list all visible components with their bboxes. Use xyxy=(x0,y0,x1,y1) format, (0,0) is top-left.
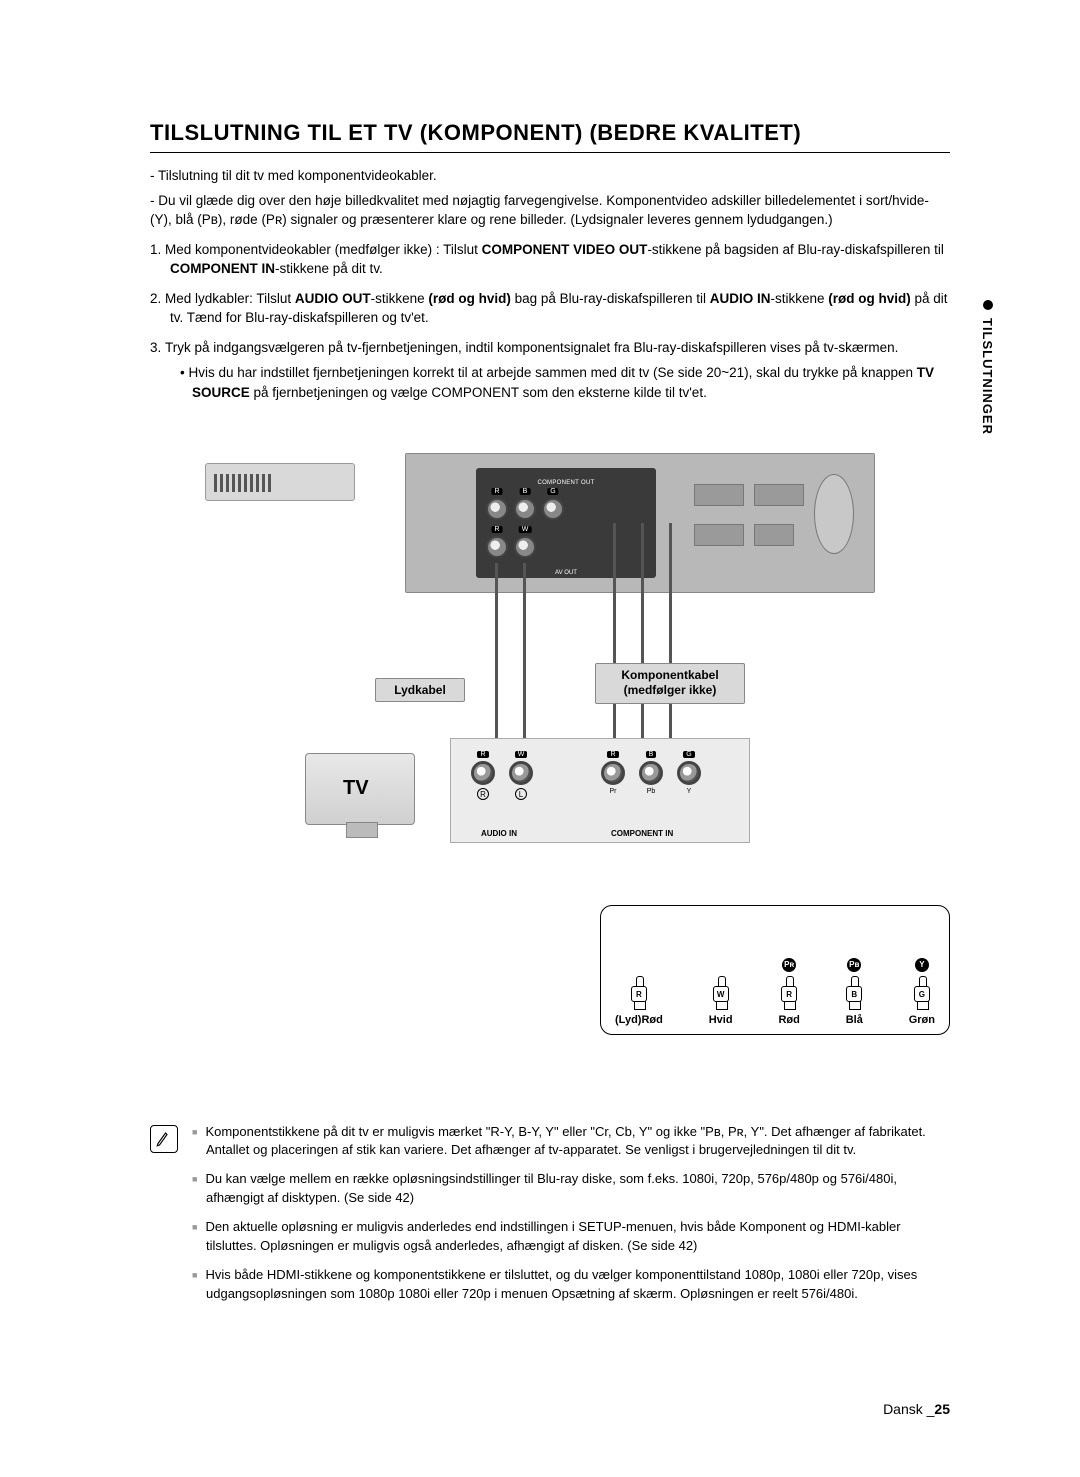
component-cable-label: Komponentkabel (medfølger ikke) xyxy=(595,663,745,704)
note-4: Hvis både HDMI-stikkene og komponentstik… xyxy=(192,1266,950,1304)
component-out-label: COMPONENT OUT xyxy=(537,480,594,486)
legend-item: W Hvid xyxy=(709,958,733,1026)
step-2: 2. Med lydkabler: Tilslut AUDIO OUT-stik… xyxy=(150,289,950,328)
component-in-caption: COMPONENT IN xyxy=(611,829,673,838)
intro-line-1: - Tilslutning til dit tv med komponentvi… xyxy=(150,167,950,186)
av-out-label: AV OUT xyxy=(555,570,577,576)
steps-list: 1. Med komponentvideokabler (medfølger i… xyxy=(150,240,950,403)
note-3: Den aktuelle opløsning er muligvis ander… xyxy=(192,1218,950,1256)
player-back-panel: COMPONENT OUT R B G R W AV OUT xyxy=(405,453,875,593)
legend-item: Y G Grøn xyxy=(909,958,935,1026)
bluray-player-icon xyxy=(205,463,355,501)
legend-item: Pʙ B Blå xyxy=(846,958,863,1026)
connector-legend: R (Lyd)Rød W Hvid Pʀ R Rød Pʙ B Blå Y G … xyxy=(600,905,950,1035)
notes-section: Komponentstikkene på dit tv er muligvis … xyxy=(150,1123,950,1314)
tv-back-panel: RR WL RPr BPb GY AUDIO IN COMPONENT IN xyxy=(450,738,750,843)
tv-label: TV xyxy=(343,777,369,800)
note-icon xyxy=(150,1125,178,1153)
note-1: Komponentstikkene på dit tv er muligvis … xyxy=(192,1123,950,1161)
connection-diagram: COMPONENT OUT R B G R W AV OUT xyxy=(205,433,895,923)
legend-item: R (Lyd)Rød xyxy=(615,958,663,1026)
page-number: 25 xyxy=(934,1401,950,1417)
legend-item: Pʀ R Rød xyxy=(778,958,799,1026)
audio-cable-label: Lydkabel xyxy=(375,678,465,702)
step-1: 1. Med komponentvideokabler (medfølger i… xyxy=(150,240,950,279)
intro-line-2: - Du vil glæde dig over den høje billedk… xyxy=(150,192,950,230)
audio-in-caption: AUDIO IN xyxy=(481,829,517,838)
note-2: Du kan vælge mellem en række opløsningsi… xyxy=(192,1170,950,1208)
page-footer: Dansk _25 xyxy=(883,1401,950,1417)
step-3-bullet: • Hvis du har indstillet fjernbetjeninge… xyxy=(170,363,950,402)
step-3: 3. Tryk på indgangsvælgeren på tv-fjernb… xyxy=(150,338,950,403)
page-title: TILSLUTNING TIL ET TV (KOMPONENT) (BEDRE… xyxy=(150,120,950,153)
footer-lang: Dansk _ xyxy=(883,1401,934,1417)
intro-block: - Tilslutning til dit tv med komponentvi… xyxy=(150,167,950,230)
